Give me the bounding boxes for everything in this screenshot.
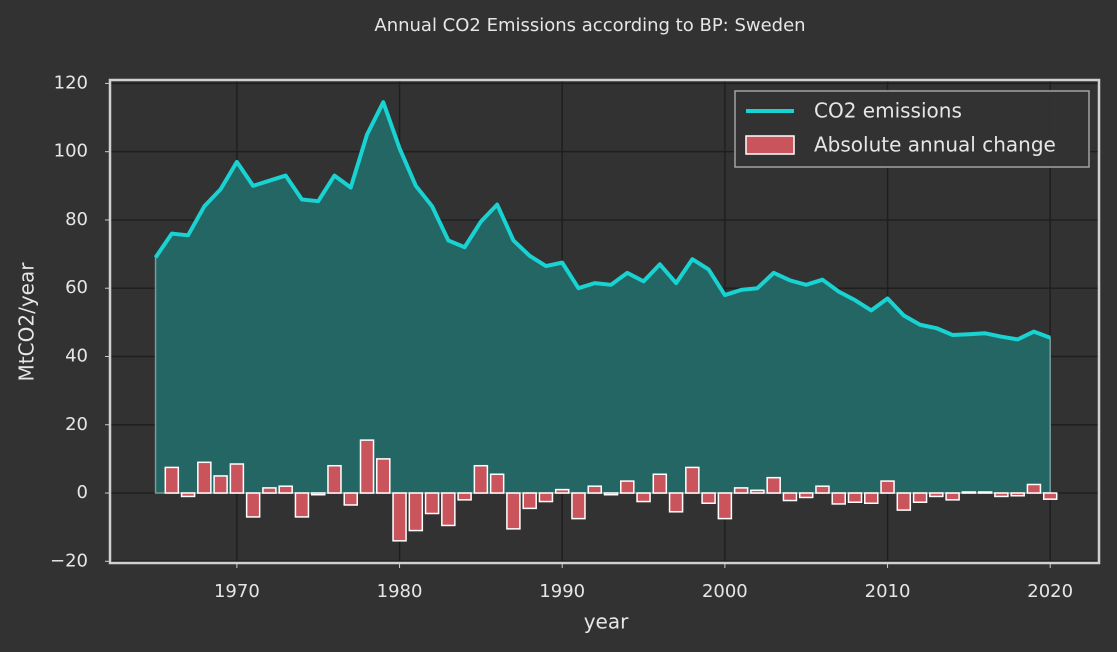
bar — [408, 492, 424, 532]
bar — [392, 492, 407, 542]
bar — [750, 489, 765, 494]
bar — [603, 492, 619, 496]
bar — [782, 492, 798, 502]
bar — [310, 492, 326, 496]
y-tick-label: 100 — [54, 141, 88, 162]
bar — [327, 464, 342, 494]
bar — [262, 487, 277, 494]
bar — [441, 492, 456, 527]
bar — [961, 491, 977, 494]
legend-swatch — [745, 135, 795, 155]
bar — [489, 473, 505, 494]
y-tick-label: 20 — [65, 414, 88, 435]
x-tick-label: 2020 — [1027, 581, 1073, 602]
bar — [245, 492, 261, 518]
bar — [766, 476, 781, 494]
legend-label: CO2 emissions — [814, 99, 962, 123]
plot-frame — [108, 78, 1101, 565]
bar — [164, 466, 180, 494]
bar — [636, 492, 651, 503]
y-tick-label: 40 — [65, 345, 88, 366]
bar — [685, 466, 700, 494]
bar — [229, 463, 245, 494]
x-tick-label: 2010 — [865, 581, 911, 602]
bar — [977, 491, 993, 494]
bar — [457, 492, 472, 501]
bar — [847, 492, 863, 503]
bar — [343, 492, 359, 506]
bar — [864, 492, 879, 505]
bar — [587, 485, 602, 494]
y-tick-label: 80 — [65, 209, 88, 230]
bar — [929, 492, 944, 498]
bar — [522, 492, 537, 510]
bar — [538, 492, 554, 503]
legend-label: Absolute annual change — [814, 133, 1056, 157]
y-axis-label: MtCO2/year — [15, 262, 39, 382]
x-axis-label: year — [584, 610, 629, 634]
bar — [896, 492, 912, 511]
y-tick-label: 120 — [54, 72, 88, 93]
bar — [197, 461, 212, 494]
bar — [376, 458, 391, 494]
bar — [213, 475, 228, 494]
bar — [424, 492, 440, 515]
bar — [506, 492, 521, 530]
bar — [1010, 492, 1025, 497]
bar — [571, 492, 586, 520]
bar — [733, 487, 749, 494]
bar — [717, 492, 733, 520]
chart-title: Annual CO2 Emissions according to BP: Sw… — [374, 15, 805, 36]
bar — [278, 485, 293, 494]
bar — [1042, 492, 1058, 500]
y-tick-label: 0 — [77, 482, 88, 503]
x-tick-label: 2000 — [702, 581, 748, 602]
bar — [701, 492, 716, 505]
bar — [1026, 483, 1042, 494]
bar — [294, 492, 310, 518]
bar — [359, 439, 375, 494]
bar — [880, 480, 895, 494]
y-tick-label: −20 — [50, 550, 88, 571]
bar — [831, 492, 846, 505]
bar — [652, 473, 668, 494]
bar — [798, 492, 814, 499]
bar — [945, 492, 960, 501]
bar — [180, 492, 196, 498]
x-tick-label: 1990 — [539, 581, 585, 602]
y-tick-label: 60 — [65, 277, 88, 298]
bar — [912, 492, 928, 503]
bar — [620, 480, 635, 494]
x-tick-label: 1970 — [214, 581, 260, 602]
line — [153, 100, 1051, 342]
bar — [473, 464, 489, 494]
bar — [668, 492, 684, 513]
bar — [815, 485, 830, 494]
x-tick-label: 1980 — [377, 581, 423, 602]
bar — [994, 492, 1009, 498]
bar — [554, 488, 570, 494]
